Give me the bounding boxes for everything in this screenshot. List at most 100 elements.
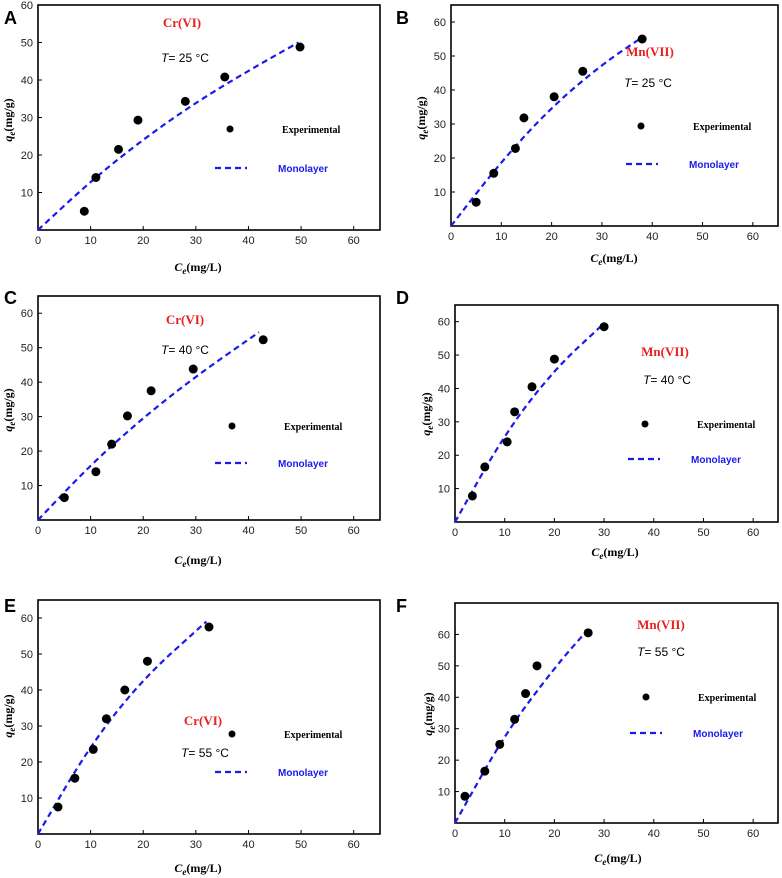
panel-letter: B [396,8,409,28]
y-axis-label: qe(mg/g) [1,388,17,431]
experimental-point [122,411,132,421]
temperature-label: T= 25 °C [624,76,672,90]
experimental-point [510,143,520,153]
y-tick-label: 40 [438,383,450,395]
legend-marker-experimental [228,730,236,738]
experimental-point [91,173,101,182]
ion-label: Cr(VI) [184,713,222,728]
y-tick-label: 30 [21,721,33,733]
experimental-point [519,113,529,123]
experimental-point [180,96,190,106]
panel-f: F 0 10 20 30 40 50 60 10 20 30 40 50 60 Mn(VII) T= 55 °… [396,596,779,867]
y-tick-label: 60 [438,629,450,641]
x-tick-label: 0 [35,235,41,247]
y-tick-label: 30 [21,113,33,125]
x-tick-label: 50 [295,235,307,247]
experimental-point [53,802,63,812]
experimental-point [70,773,80,783]
y-tick-label: 10 [438,787,450,799]
monolayer-fit-line [450,38,641,227]
x-tick-label: 30 [190,235,202,247]
experimental-point [521,689,531,699]
y-tick-label: 50 [21,343,33,355]
y-tick-label: 20 [21,150,33,162]
x-tick-label: 50 [697,828,709,840]
y-tick-label: 10 [21,481,33,493]
experimental-point [204,622,214,632]
x-tick-label: 10 [84,839,96,851]
experimental-point [107,439,117,449]
y-axis-label: qe(mg/g) [1,98,17,141]
monolayer-fit-line [37,41,299,231]
temperature-label: T= 25 °C [161,51,209,65]
y-tick-label: 30 [21,412,33,424]
y-tick-label: 50 [21,649,33,661]
y-tick-label: 20 [21,446,33,458]
panel-c: C 0 10 20 30 40 50 60 10 20 30 40 50 60 Cr(VI) T= 40 °C… [1,288,381,569]
legend-monolayer: Monolayer [278,164,328,175]
y-tick-label: 40 [21,75,33,87]
experimental-point [142,656,152,666]
x-axis-label: Ce(mg/L) [591,545,638,561]
x-tick-label: 30 [596,231,608,243]
x-tick-label: 20 [137,525,149,537]
y-axis-label: qe(mg/g) [421,692,437,735]
experimental-point [101,714,111,724]
experimental-point [599,322,609,332]
x-tick-label: 20 [548,828,560,840]
x-tick-label: 10 [499,828,511,840]
y-tick-label: 40 [434,85,446,97]
experimental-point [480,462,490,472]
experimental-point [495,739,505,749]
ion-label: Cr(VI) [166,312,204,327]
x-tick-label: 60 [348,235,360,247]
experimental-point [460,791,470,801]
x-tick-label: 20 [137,235,149,247]
plot-frame [454,304,779,523]
experimental-point [88,744,98,754]
y-tick-label: 40 [21,685,33,697]
x-axis-label: Ce(mg/L) [174,553,221,569]
legend-experimental: Experimental [284,730,343,741]
experimental-point [258,335,268,345]
ion-label: Mn(VII) [637,617,685,632]
x-tick-label: 30 [190,525,202,537]
y-axis-label: qe(mg/g) [419,392,435,435]
y-tick-label: 50 [434,51,446,63]
y-axis-label: qe(mg/g) [1,694,17,737]
x-tick-label: 50 [696,231,708,243]
experimental-point [510,407,520,417]
experimental-point [295,42,305,52]
x-tick-label: 60 [348,525,360,537]
monolayer-fit-line [37,331,260,521]
x-axis-label: Ce(mg/L) [174,861,221,877]
experimental-point [91,467,101,477]
legend-experimental: Experimental [698,693,757,704]
panel-e: E 0 10 20 30 40 50 60 10 20 30 40 50 60 Cr(VI) T= 55 °C… [1,596,381,877]
panel-a: A 0 10 20 30 40 50 60 10 20 30 40 50 60 Cr(VI) T= 25 °C… [1,0,381,276]
y-tick-label: 30 [438,417,450,429]
x-tick-label: 0 [35,839,41,851]
y-tick-label: 60 [21,308,33,320]
experimental-point [120,685,130,695]
y-tick-label: 20 [438,450,450,462]
x-tick-label: 0 [452,527,458,539]
y-tick-label: 30 [434,119,446,131]
x-tick-label: 50 [697,527,709,539]
x-axis-label: Ce(mg/L) [174,260,221,276]
plot-frame [37,295,381,521]
legend-monolayer: Monolayer [691,455,741,466]
monolayer-fit-line [454,322,605,523]
x-tick-label: 30 [598,527,610,539]
x-tick-label: 60 [747,231,759,243]
y-tick-label: 30 [438,724,450,736]
experimental-point [467,491,477,501]
x-tick-label: 40 [646,231,658,243]
y-tick-label: 20 [434,153,446,165]
x-tick-label: 40 [648,828,660,840]
panel-letter: A [4,8,17,28]
panel-letter: D [396,288,409,308]
plot-frame [37,4,381,231]
x-tick-label: 10 [84,525,96,537]
experimental-point [480,766,490,776]
